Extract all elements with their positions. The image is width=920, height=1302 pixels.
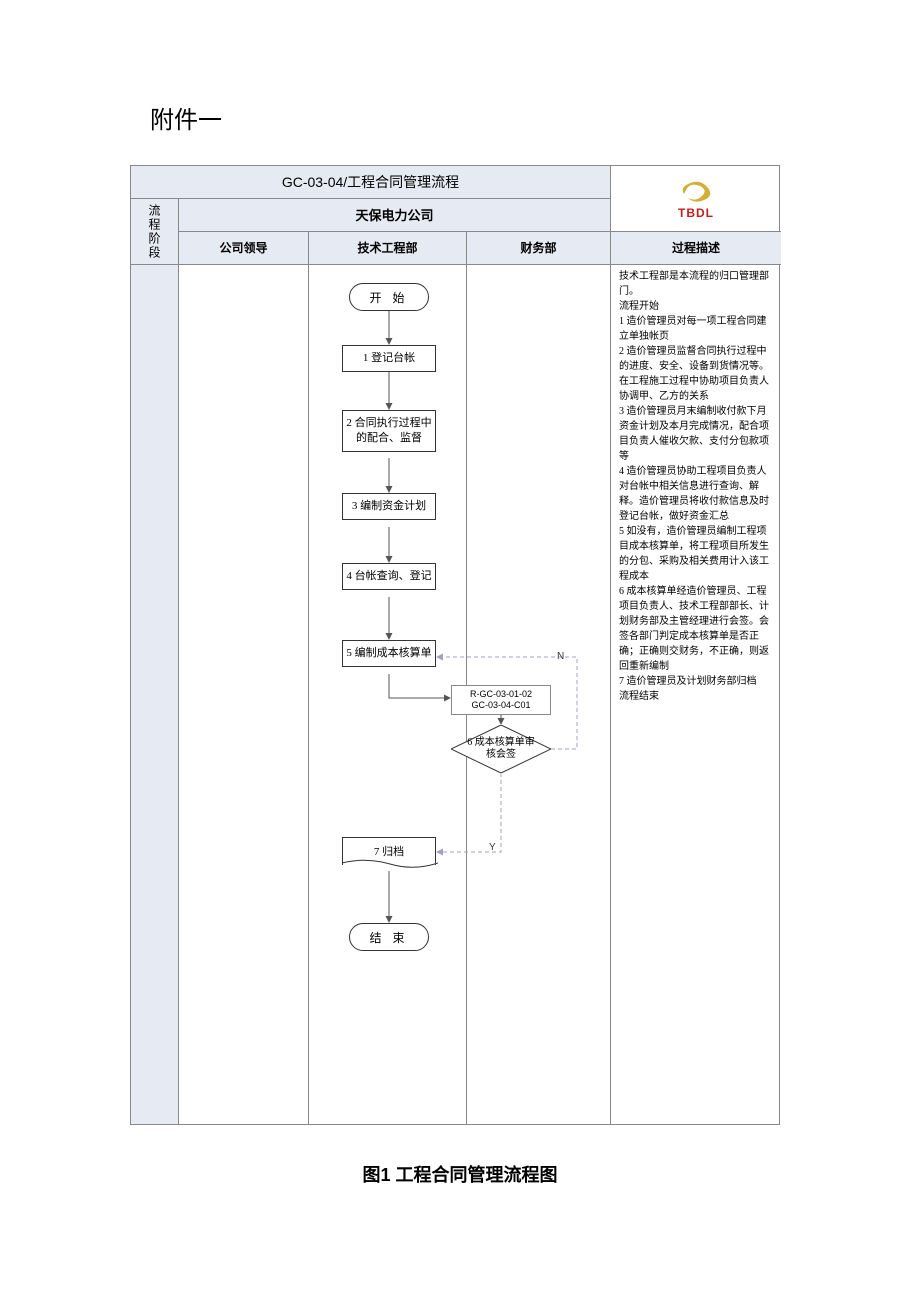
decision-label: 6 成本核算单审核会签	[451, 725, 551, 773]
process-description: 技术工程部是本流程的归口管理部门。 流程开始 1 造价管理员对每一项工程合同建立…	[615, 265, 777, 708]
branch-yes: Y	[489, 842, 496, 853]
ref-line1: R-GC-03-01-02	[470, 689, 532, 699]
node-review-decision: 6 成本核算单审核会签	[451, 725, 551, 773]
logo-cell: TBDL	[611, 166, 781, 232]
node-cost-sheet: 5 编制成本核算单	[342, 640, 436, 667]
desc-end: 流程结束	[619, 689, 773, 704]
archive-label: 7 归档	[374, 846, 404, 858]
node-ledger-query: 4 台帐查询、登记	[342, 563, 436, 590]
node-register: 1 登记台帐	[342, 345, 436, 372]
node-coordinate: 2 合同执行过程中的配合、监督	[342, 410, 436, 452]
node-archive: 7 归档	[342, 837, 436, 865]
attachment-title: 附件一	[130, 100, 790, 135]
swimlane-stage	[131, 265, 179, 1124]
desc-start: 流程开始	[619, 299, 773, 314]
logo-icon	[678, 178, 714, 206]
branch-no: N	[557, 651, 564, 662]
ref-line2: GC-03-04-C01	[471, 700, 530, 710]
node-reference: R-GC-03-01-02 GC-03-04-C01	[451, 685, 551, 715]
node-start: 开 始	[349, 283, 429, 311]
figure-caption: 图1 工程合同管理流程图	[130, 1161, 790, 1187]
column-header-tech: 技术工程部	[309, 232, 467, 265]
desc-step-4: 4 造价管理员协助工程项目负责人对台帐中相关信息进行查询、解释。造价管理员将收付…	[619, 464, 773, 524]
desc-intro: 技术工程部是本流程的归口管理部门。	[619, 269, 773, 299]
column-header-desc: 过程描述	[611, 232, 781, 265]
logo-swirl-path	[683, 181, 711, 201]
desc-step-5: 5 如没有，造价管理员编制工程项目成本核算单，将工程项目所发生的分包、采购及相关…	[619, 524, 773, 584]
desc-step-7: 7 造价管理员及计划财务部归档	[619, 674, 773, 689]
column-header-finance: 财务部	[467, 232, 611, 265]
logo-text: TBDL	[678, 206, 714, 220]
flow-area: 开 始 1 登记台帐 2 合同执行过程中的配合、监督 3 编制资金计划 4 台帐…	[179, 265, 611, 1126]
desc-step-6: 6 成本核算单经造价管理员、工程项目负责人、技术工程部部长、计划财务部及主管经理…	[619, 584, 773, 674]
desc-step-2: 2 造价管理员监督合同执行过程中的进度、安全、设备到货情况等。在工程施工过程中协…	[619, 344, 773, 404]
desc-step-3: 3 造价管理员月末编制收付款下月资金计划及本月完成情况，配合项目负责人催收欠款、…	[619, 404, 773, 464]
process-title: GC-03-04/工程合同管理流程	[131, 166, 611, 199]
stage-column-header: 流程阶段	[131, 199, 179, 265]
column-header-leader: 公司领导	[179, 232, 309, 265]
flowchart-diagram: GC-03-04/工程合同管理流程 TBDL 天保电力公司 流程阶段 公司领导 …	[130, 165, 780, 1125]
node-fund-plan: 3 编制资金计划	[342, 493, 436, 520]
company-name: 天保电力公司	[179, 199, 611, 232]
node-end: 结 束	[349, 923, 429, 951]
desc-step-1: 1 造价管理员对每一项工程合同建立单独帐页	[619, 314, 773, 344]
